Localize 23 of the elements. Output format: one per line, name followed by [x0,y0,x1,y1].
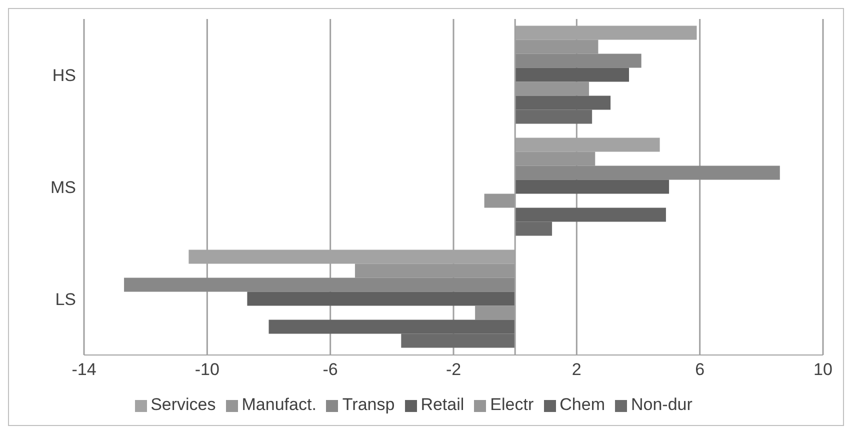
y-tick-label: MS [50,178,76,198]
bar [124,278,516,292]
y-tick-label: LS [55,290,76,310]
legend-label: Chem [560,395,605,414]
x-tick-label: -10 [194,360,220,380]
legend-label: Non-dur [631,395,692,414]
x-tick-label: 2 [572,360,582,380]
x-tick-label: -2 [446,360,462,380]
legend-label: Electr [490,395,534,414]
x-tick-label: 10 [814,360,832,380]
legend-label: Transp [342,395,395,414]
legend-label: Services [150,395,216,414]
bar [247,292,516,306]
y-tick-label: HS [52,66,76,86]
x-tick-label: -14 [72,360,96,380]
bar [515,54,642,68]
x-tick-label: 6 [695,360,705,380]
bar [515,166,780,180]
bar [515,180,670,194]
bar [515,68,630,82]
legend-label: Retail [420,395,464,414]
x-tick-label: -6 [322,360,338,380]
legend-label: Manufact. [242,395,316,414]
